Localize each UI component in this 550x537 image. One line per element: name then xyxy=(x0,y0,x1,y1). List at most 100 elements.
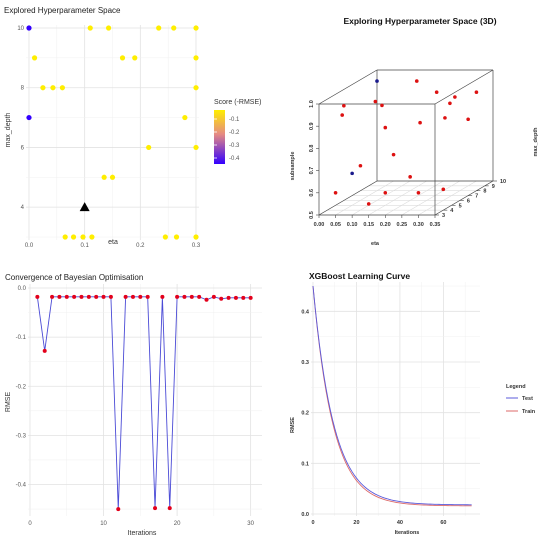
chart-title: Explored Hyperparameter Space xyxy=(4,6,121,15)
y-tick-label: 0.2 xyxy=(301,411,309,417)
series-line-test xyxy=(312,285,472,506)
legend-colorbar xyxy=(214,110,225,164)
data-point xyxy=(193,25,199,31)
z-tick-label: 0.8 xyxy=(309,145,315,153)
y-tick-label: 6 xyxy=(21,145,25,151)
data-point xyxy=(383,191,388,195)
data-point xyxy=(156,25,162,31)
y-tick-label: 4 xyxy=(21,205,25,211)
data-point xyxy=(50,85,56,91)
data-point xyxy=(106,25,112,31)
x-tick-label: 0.0 xyxy=(25,243,34,249)
data-point xyxy=(193,55,199,61)
x-tick-label: 0.00 xyxy=(314,222,325,228)
data-point xyxy=(101,294,106,299)
x-tick-label: 0.25 xyxy=(396,222,407,228)
convergence-line xyxy=(36,296,251,510)
y-tick-label: 0.1 xyxy=(301,461,309,467)
data-point xyxy=(40,85,46,91)
floor-grid-line xyxy=(335,180,394,216)
z-axis-label: subsample xyxy=(290,152,296,181)
data-point xyxy=(79,294,84,299)
data-point xyxy=(383,125,388,130)
data-point xyxy=(211,294,216,299)
data-point xyxy=(57,294,62,299)
legend-title: Score (-RMSE) xyxy=(214,99,261,106)
data-point xyxy=(86,294,91,299)
z-tick-label: 0.7 xyxy=(309,167,315,175)
x-tick-label: 0.2 xyxy=(136,243,145,249)
data-point xyxy=(42,348,47,353)
data-point xyxy=(416,191,421,195)
chart-title: XGBoost Learning Curve xyxy=(309,271,410,281)
scatter-3d-chart: Exploring Hyperparameter Space (3D) 0.00… xyxy=(290,16,539,247)
data-point xyxy=(189,294,194,299)
x-axis-label: Iterations xyxy=(128,530,157,537)
best-point-marker xyxy=(79,202,90,212)
data-point xyxy=(448,101,452,106)
y-axis-label: max_depth xyxy=(533,127,539,157)
data-point xyxy=(197,294,202,299)
x-tick-label: 0.1 xyxy=(80,243,89,249)
x-tick-label: 0.35 xyxy=(430,222,441,228)
data-point xyxy=(340,113,344,117)
x-tick-label: 0.05 xyxy=(330,222,341,228)
data-point xyxy=(173,234,180,240)
data-point xyxy=(380,103,384,108)
chart-title: Exploring Hyperparameter Space (3D) xyxy=(343,16,496,26)
data-point xyxy=(342,104,346,108)
data-point xyxy=(204,297,209,302)
data-point xyxy=(408,175,412,179)
y-tick-label: 5 xyxy=(459,203,462,209)
scatter-2d-panel: Explored Hyperparameter Space 0.0 0.1 0.2 0… xyxy=(0,0,275,265)
data-point xyxy=(146,144,152,151)
data-point xyxy=(182,114,188,121)
legend-label: -0.2 xyxy=(229,130,240,136)
y-tick-label: 7 xyxy=(475,194,478,200)
data-point xyxy=(132,55,138,61)
data-point xyxy=(26,25,32,31)
data-point xyxy=(375,79,379,83)
z-tick-label: 0.5 xyxy=(309,211,315,219)
data-point xyxy=(350,171,354,176)
convergence-chart: Convergence of Bayesian Optimisation 0 10… xyxy=(5,273,262,537)
data-point xyxy=(333,191,338,195)
x-tick-label: 0.3 xyxy=(192,243,201,249)
data-point xyxy=(119,55,126,61)
x-tick-label: 20 xyxy=(353,520,359,526)
data-point xyxy=(453,95,457,99)
x-axis-label: Iterations xyxy=(395,530,420,536)
data-point xyxy=(443,116,447,120)
x-axis-label: eta xyxy=(371,241,380,247)
floor-grid-line xyxy=(385,180,444,216)
data-point xyxy=(87,25,93,31)
legend-label: -0.4 xyxy=(229,156,240,162)
floor-grid-line xyxy=(368,180,427,216)
y-axis-label: max_depth xyxy=(5,113,12,148)
x-tick-label: 0.15 xyxy=(363,222,374,228)
legend-title: Legend xyxy=(506,384,526,390)
x-tick-label: 0 xyxy=(28,521,32,527)
legend-label: Train xyxy=(522,409,536,415)
data-point xyxy=(193,85,199,91)
x-tick-label: 0.10 xyxy=(347,222,358,228)
y-tick-label: 9 xyxy=(492,184,495,190)
data-point xyxy=(59,85,65,91)
data-point xyxy=(101,174,107,180)
data-point xyxy=(418,120,422,125)
convergence-panel: Convergence of Bayesian Optimisation 0 10… xyxy=(0,270,275,537)
data-point xyxy=(193,144,199,151)
x-tick-label: 30 xyxy=(247,521,254,527)
data-point xyxy=(171,25,177,31)
data-point xyxy=(35,294,40,299)
box-edge xyxy=(318,69,378,105)
box-edge xyxy=(434,180,494,216)
data-point xyxy=(474,90,479,94)
data-point xyxy=(108,294,113,299)
x-tick-label: 20 xyxy=(174,521,181,527)
data-point xyxy=(162,234,168,240)
box-edge xyxy=(434,69,494,105)
y-tick-label: -0.4 xyxy=(16,483,27,489)
data-point xyxy=(226,295,231,300)
y-tick-label: -0.3 xyxy=(16,433,27,439)
